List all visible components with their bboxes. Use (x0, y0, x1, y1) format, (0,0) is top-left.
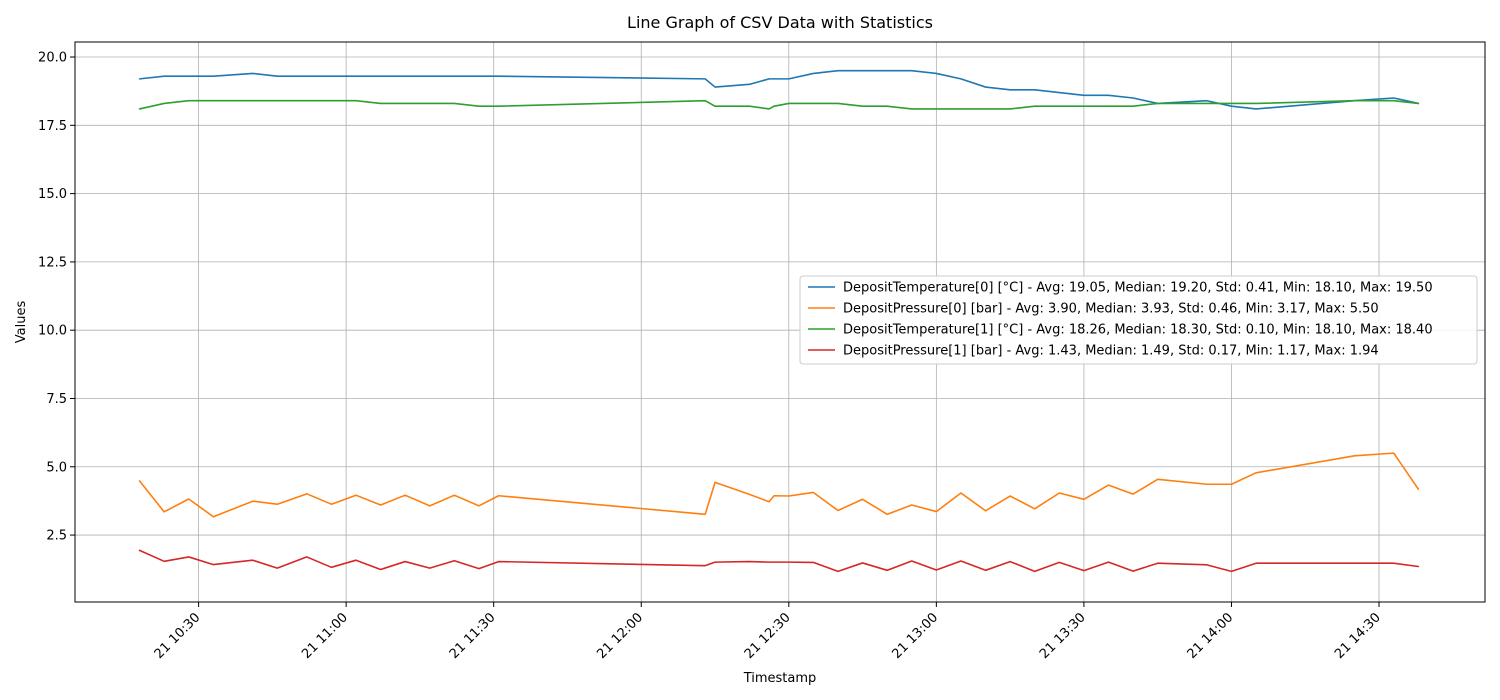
x-tick-label: 21 14:30 (1332, 610, 1384, 662)
legend-label-1: DepositTemperature[0] [°C] - Avg: 19.05,… (843, 281, 1433, 296)
x-tick-label: 21 14:00 (1185, 610, 1237, 662)
y-tick-label: 20.0 (38, 51, 67, 66)
x-tick-label: 21 12:00 (594, 610, 646, 662)
y-tick-label: 5.0 (46, 460, 67, 475)
series-line-3 (138, 99, 1420, 110)
legend-label-2: DepositPressure[0] [bar] - Avg: 3.90, Me… (843, 302, 1379, 317)
y-axis-title: Values (14, 301, 29, 344)
series-line-2 (138, 452, 1420, 518)
y-tick-label: 12.5 (38, 255, 67, 270)
y-tick-label: 2.5 (46, 529, 67, 544)
y-tick-label: 15.0 (38, 187, 67, 202)
x-tick-label: 21 12:30 (742, 610, 794, 662)
legend-label-3: DepositTemperature[1] [°C] - Avg: 18.26,… (843, 323, 1433, 338)
chart-title: Line Graph of CSV Data with Statistics (627, 13, 933, 32)
y-tick-label: 17.5 (38, 119, 67, 134)
x-tick-label: 21 10:30 (152, 610, 204, 662)
legend-box (799, 275, 1478, 365)
y-tick-label: 7.5 (46, 392, 67, 407)
x-tick-label: 21 13:30 (1037, 610, 1089, 662)
y-tick-label: 10.0 (38, 324, 67, 339)
plot-frame (74, 41, 1486, 603)
series-line-1 (138, 69, 1420, 110)
x-axis-title: Timestamp (743, 671, 817, 686)
x-tick-label: 21 11:00 (299, 610, 351, 662)
legend: DepositTemperature[0] [°C] - Avg: 19.05,… (799, 275, 1478, 365)
series-line-4 (138, 549, 1420, 573)
legend-label-4: DepositPressure[1] [bar] - Avg: 1.43, Me… (843, 344, 1379, 359)
x-tick-label: 21 13:00 (889, 610, 941, 662)
x-tick-label: 21 11:30 (447, 610, 499, 662)
series-layer (138, 69, 1420, 573)
